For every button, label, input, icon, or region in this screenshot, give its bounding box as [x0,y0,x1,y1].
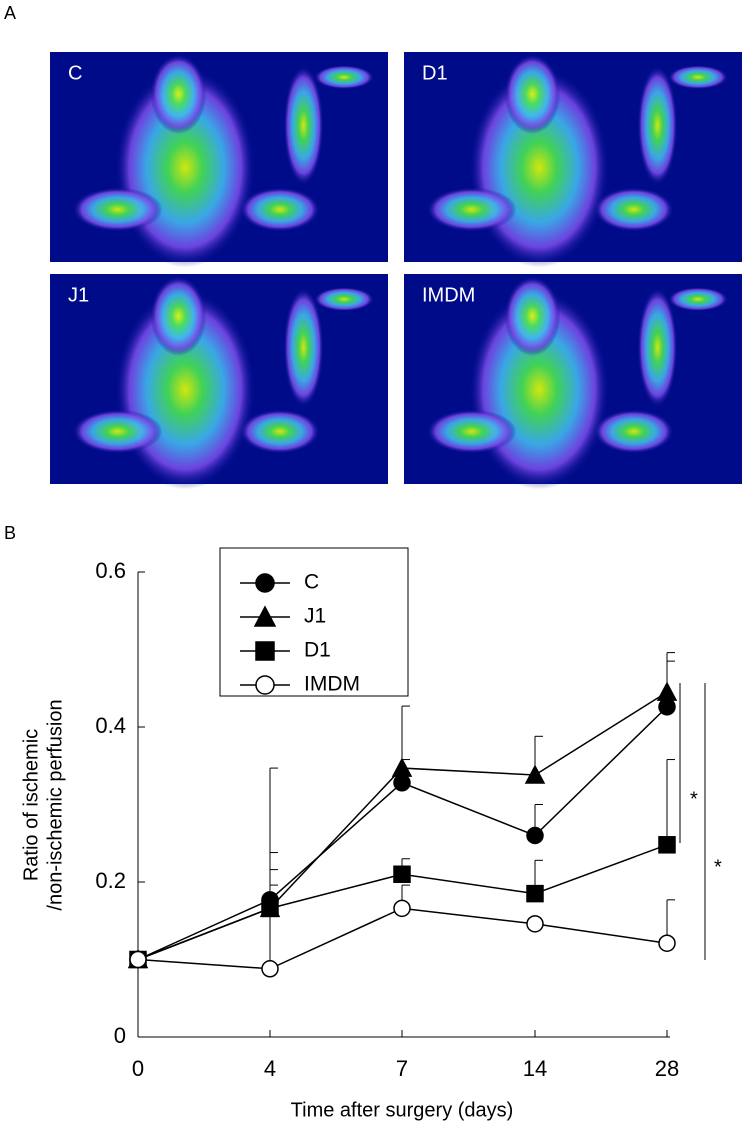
perfusion-blob [426,187,517,232]
panel-label: A [4,3,16,23]
marker [393,899,411,918]
marker [393,865,411,883]
marker [255,641,275,661]
legend-label: IMDM [304,673,360,696]
mouse-silhouette [426,54,729,268]
marker [524,764,546,784]
x-tick-label: 4 [264,1056,276,1081]
marker [526,915,544,933]
perfusion-blob [72,409,163,454]
x-tick-label: 14 [523,1056,547,1081]
marker [129,950,147,969]
image-label: IMDM [422,284,475,306]
perfusion-blob [72,187,163,232]
perfusion-blob [239,187,320,232]
x-axis-label: Time after surgery (days) [291,1099,514,1121]
image-label: C [68,62,82,84]
mouse-silhouette [72,54,375,268]
perfusion-blob [150,276,207,356]
marker [526,884,544,903]
perfusion-blob [504,276,561,356]
marker [658,934,676,952]
marker [393,774,411,792]
legend-label: D1 [304,639,331,662]
legend-label: C [304,571,319,594]
perfusion-blob [283,287,324,408]
significance-mark: * [714,856,722,878]
marker [656,681,678,701]
marker [255,573,275,593]
series-line [137,907,668,970]
perfusion-blob [314,65,375,90]
significance-mark: * [690,788,698,810]
marker [253,605,277,627]
x-tick-label: 0 [132,1056,144,1081]
x-tick-label: 28 [655,1056,679,1081]
perfusion-blob [239,409,320,454]
marker [658,836,676,854]
marker [255,675,275,695]
marker [261,960,279,978]
perfusion-blob [668,287,729,312]
y-tick-label: 0.6 [95,558,126,583]
image-label: J1 [68,284,89,306]
legend-label: J1 [304,605,326,628]
x-tick-label: 7 [396,1056,408,1081]
mouse-silhouette [426,276,729,490]
marker [526,826,544,845]
perfusion-blob [314,287,375,312]
perfusion-blob [593,409,674,454]
perfusion-blob [668,65,729,90]
image-label: D1 [422,62,448,84]
perfusion-blob [504,54,561,134]
perfusion-blob [150,54,207,134]
perfusion-blob [426,409,517,454]
marker [261,899,279,918]
legend-box [219,547,409,697]
y-axis-label: Ratio of ischemic [20,729,42,881]
perfusion-blob [593,187,674,232]
perfusion-blob [637,287,678,408]
panel-label: B [4,523,16,543]
y-axis-label: /non-ischemic perfusion [44,699,66,910]
y-tick-label: 0.2 [95,868,126,893]
y-tick-label: 0 [114,1023,126,1048]
perfusion-blob [637,65,678,186]
mouse-silhouette [72,276,375,490]
y-tick-label: 0.4 [95,713,126,738]
marker [658,698,676,716]
marker [391,757,413,777]
perfusion-blob [283,65,324,186]
